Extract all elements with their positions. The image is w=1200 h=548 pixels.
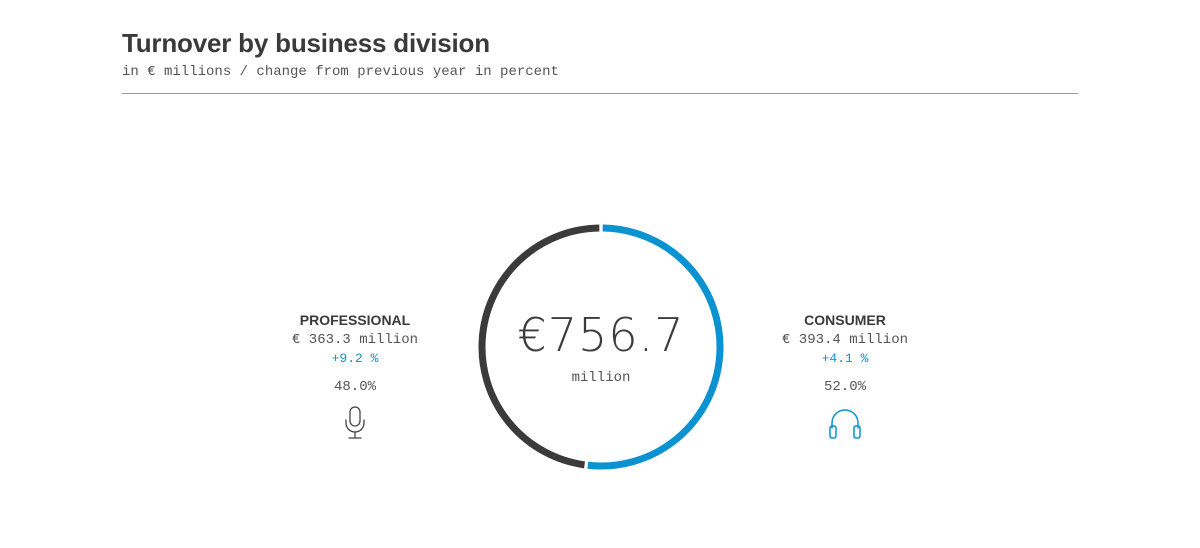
segment-label: CONSUMER	[804, 312, 886, 328]
donut-chart	[478, 224, 724, 470]
headphones-icon	[829, 409, 861, 439]
total-unit: million	[571, 370, 631, 386]
divider	[122, 93, 1078, 94]
page-subtitle: in € millions / change from previous yea…	[122, 64, 559, 80]
segment-consumer: CONSUMER € 393.4 million +4.1 % 52.0%	[745, 312, 945, 444]
donut-slice-consumer	[587, 224, 724, 470]
donut-slice-professional	[478, 224, 600, 469]
total-value: €756.7	[517, 308, 685, 362]
segment-amount: € 363.3 million	[291, 332, 419, 348]
segment-share: 48.0%	[333, 379, 376, 395]
microphone-icon	[345, 406, 365, 439]
segment-amount: € 393.4 million	[781, 332, 909, 348]
page-title: Turnover by business division	[122, 28, 490, 58]
segment-label: PROFESSIONAL	[299, 312, 411, 328]
segment-change: +9.2 %	[331, 351, 379, 366]
segment-change: +4.1 %	[821, 351, 869, 366]
segment-share: 52.0%	[823, 379, 866, 395]
segment-professional: PROFESSIONAL € 363.3 million +9.2 % 48.0…	[255, 312, 455, 444]
